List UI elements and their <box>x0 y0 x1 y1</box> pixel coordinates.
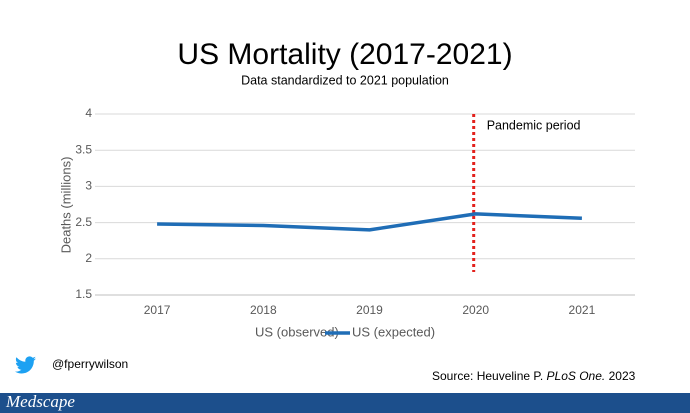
y-tick-label: 2 <box>85 251 92 265</box>
twitter-icon <box>15 356 36 374</box>
chart-subtitle: Data standardized to 2021 population <box>241 73 449 87</box>
brand-logo: Medscape <box>5 392 75 411</box>
source-year: 2023 <box>609 369 636 383</box>
y-tick-label: 2.5 <box>75 215 92 229</box>
legend-label: US (observed) <box>255 324 339 339</box>
x-tick-label: 2017 <box>144 303 171 317</box>
legend-label: US (expected) <box>352 324 435 339</box>
y-axis-label: Deaths (millions) <box>58 157 73 254</box>
brand-bar <box>0 393 690 413</box>
y-tick-label: 3 <box>85 179 92 193</box>
x-tick-label: 2018 <box>250 303 277 317</box>
y-tick-label: 1.5 <box>75 287 92 301</box>
pandemic-label: Pandemic period <box>487 118 581 132</box>
y-tick-label: 4 <box>85 106 92 120</box>
source-note: Source: Heuveline P. PLoS One. 2023 <box>432 369 636 383</box>
source-prefix: Source: Heuveline P. <box>432 369 543 383</box>
series-line <box>157 212 582 232</box>
source-journal: PLoS One. <box>547 369 606 383</box>
x-tick-label: 2020 <box>462 303 489 317</box>
chart-title: US Mortality (2017-2021) <box>177 38 512 71</box>
x-tick-label: 2019 <box>356 303 383 317</box>
x-tick-label: 2021 <box>569 303 596 317</box>
y-tick-label: 3.5 <box>75 142 92 156</box>
twitter-handle: @fperrywilson <box>52 357 128 371</box>
